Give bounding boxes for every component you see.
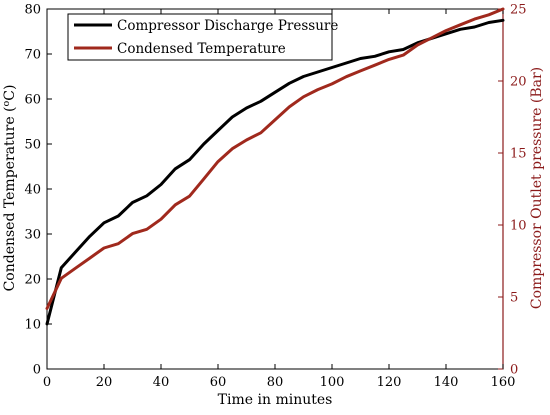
x-tick-label: 140 bbox=[434, 375, 459, 390]
x-tick-label: 80 bbox=[267, 375, 284, 390]
x-tick-label: 60 bbox=[210, 375, 227, 390]
legend-label-pressure: Compressor Discharge Pressure bbox=[117, 18, 338, 34]
x-tick-label: 100 bbox=[320, 375, 345, 390]
y-axis-left-title-tail: C) bbox=[2, 85, 18, 101]
x-tick-label: 160 bbox=[491, 375, 516, 390]
y-axis-right-title: Compressor Outlet pressure (Bar) bbox=[529, 67, 545, 309]
legend-label-temperature: Condensed Temperature bbox=[117, 41, 286, 57]
y-left-tick-label: 10 bbox=[24, 318, 41, 333]
x-axis-title: Time in minutes bbox=[218, 392, 333, 408]
y-axis-left-title-main: Condensed Temperature ( bbox=[2, 106, 18, 291]
y-left-tick-label: 60 bbox=[24, 93, 41, 108]
y-left-tick-label: 40 bbox=[24, 183, 41, 198]
y-axis-left-title-degree: o bbox=[1, 100, 12, 106]
y-left-tick-label: 30 bbox=[24, 228, 41, 243]
y-left-tick-label: 0 bbox=[33, 363, 41, 378]
x-tick-label: 120 bbox=[377, 375, 402, 390]
y-left-tick-label: 70 bbox=[24, 48, 41, 63]
y-left-tick-label: 80 bbox=[24, 3, 41, 18]
x-axis: 0 20 40 60 80 100 120 140 160 bbox=[43, 9, 516, 390]
y-left-tick-label: 20 bbox=[24, 273, 41, 288]
x-tick-label: 0 bbox=[43, 375, 51, 390]
y-right-tick-label: 15 bbox=[510, 147, 527, 162]
y-right-tick-label: 25 bbox=[510, 3, 527, 18]
legend: Compressor Discharge Pressure Condensed … bbox=[67, 13, 338, 61]
y-right-tick-label: 20 bbox=[510, 75, 527, 90]
y-right-tick-label: 0 bbox=[510, 363, 518, 378]
x-tick-label: 20 bbox=[96, 375, 113, 390]
y-axis-right: 0 5 10 15 20 25 bbox=[498, 3, 527, 378]
y-right-tick-label: 10 bbox=[510, 219, 527, 234]
y-right-tick-label: 5 bbox=[510, 291, 518, 306]
y-left-tick-label: 50 bbox=[24, 138, 41, 153]
series-layer bbox=[45, 7, 505, 326]
series-line-condensed-temperature bbox=[45, 7, 505, 310]
y-axis-left: 0 10 20 30 40 50 60 70 80 bbox=[24, 3, 52, 378]
legend-box bbox=[67, 13, 333, 61]
x-tick-label: 40 bbox=[153, 375, 170, 390]
y-axis-left-title: Condensed Temperature (oC) bbox=[1, 85, 18, 292]
